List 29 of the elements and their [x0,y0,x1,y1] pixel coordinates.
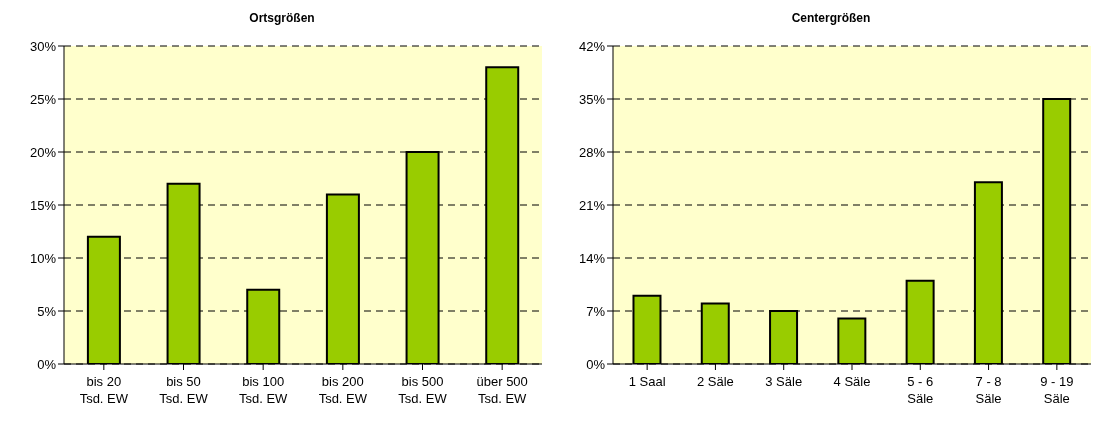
y-tick-label: 10% [29,250,57,266]
x-tick-label: bis 100 Tsd. EW [238,374,289,406]
x-tick-label: 9 - 19 Säle [1040,374,1074,406]
x-tick-label: 2 Säle [696,374,734,389]
y-tick-label: 7% [586,303,606,319]
y-tick-label: 0% [586,356,606,372]
x-tick-label: 4 Säle [833,374,871,389]
x-tick-label: bis 200 Tsd. EW [318,374,368,406]
y-tick-label: 25% [29,91,57,107]
x-tick-label: bis 500 Tsd. EW [398,374,448,406]
y-tick-label: 0% [37,356,57,372]
chart-title: Ortsgrößen [248,10,316,27]
x-tick-label: über 500 Tsd. EW [476,374,528,406]
y-tick-label: 30% [29,38,57,54]
y-tick-label: 5% [37,303,57,319]
y-tick-label: 14% [578,250,606,266]
x-tick-label: 7 - 8 Säle [975,374,1002,406]
y-tick-label: 42% [578,38,606,54]
x-tick-label: bis 50 Tsd. EW [159,374,209,406]
chart-title: Centergrößen [790,10,872,27]
x-tick-label: 5 - 6 Säle [907,374,934,406]
y-tick-label: 20% [29,144,57,160]
y-tick-label: 15% [29,197,57,213]
x-tick-label: bis 20 Tsd. EW [79,374,129,406]
x-tick-label: 3 Säle [765,374,803,389]
y-tick-label: 21% [578,197,606,213]
y-tick-label: 35% [578,91,606,107]
y-tick-label: 28% [578,144,606,160]
x-tick-label: 1 Saal [628,374,666,389]
